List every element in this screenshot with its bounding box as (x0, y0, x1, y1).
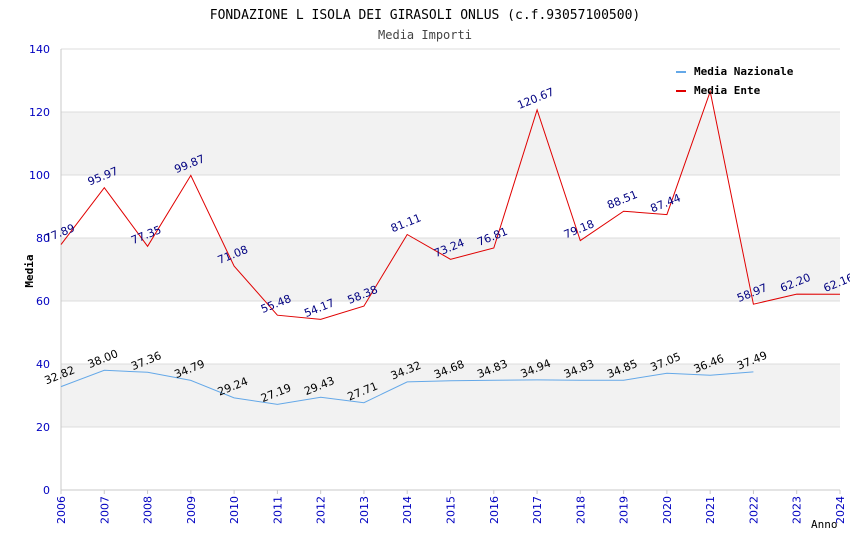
x-tick-label: 2014 (401, 496, 414, 524)
grid-band (61, 112, 840, 175)
legend-label-media-nazionale: Media Nazionale (694, 65, 794, 78)
x-tick-label: 2010 (228, 496, 241, 524)
x-tick-label: 2012 (315, 496, 328, 524)
x-tick-label: 2016 (488, 496, 501, 524)
x-tick-label: 2009 (185, 496, 198, 524)
series-lines (60, 89, 841, 405)
chart-subtitle: Media Importi (378, 28, 472, 42)
y-tick-label: 0 (43, 484, 50, 497)
chart-title: FONDAZIONE L ISOLA DEI GIRASOLI ONLUS (c… (210, 8, 640, 23)
y-tick-label: 140 (29, 43, 50, 56)
series-line-media-nazionale (60, 369, 754, 405)
series-line-media-ente (60, 89, 841, 320)
x-tick-label: 2022 (747, 496, 760, 524)
x-axis-label: Anno (811, 518, 838, 531)
x-tick-label: 2018 (574, 496, 587, 524)
x-tick-label: 2007 (98, 496, 111, 524)
y-tick-label: 60 (36, 295, 50, 308)
x-tick-label: 2011 (271, 496, 284, 524)
data-label: 87.44 (649, 191, 683, 215)
x-tick-label: 2021 (704, 496, 717, 524)
grid-band (61, 238, 840, 301)
x-tick-label: 2023 (791, 496, 804, 524)
x-tick-label: 2020 (661, 496, 674, 524)
legend: Media Nazionale Media Ente (676, 65, 794, 97)
data-label: 88.51 (605, 188, 639, 212)
y-tick-label: 20 (36, 421, 50, 434)
legend-label-media-ente: Media Ente (694, 84, 761, 97)
x-tick-label: 2015 (445, 496, 458, 524)
grid-bands (61, 48, 840, 428)
x-tick-label: 2008 (142, 496, 155, 524)
x-tick-label: 2019 (618, 496, 631, 524)
y-axis-ticks: 0 20 40 60 80 100 120 140 (29, 43, 50, 497)
x-axis-ticks: 2006 2007 2008 2009 2010 2011 2012 2013 2014 2015… (55, 490, 847, 524)
x-tick-label: 2017 (531, 496, 544, 524)
y-tick-label: 80 (36, 232, 50, 245)
y-tick-label: 100 (29, 169, 50, 182)
x-tick-label: 2024 (834, 496, 847, 524)
x-tick-label: 2013 (358, 496, 371, 524)
grid-band (61, 364, 840, 427)
x-tick-label: 2006 (55, 496, 68, 524)
y-tick-label: 40 (36, 358, 50, 371)
data-label: 81.11 (389, 211, 423, 235)
data-label: 120.67 (515, 85, 556, 111)
y-tick-label: 120 (29, 106, 50, 119)
y-axis-label: Media (23, 254, 36, 287)
